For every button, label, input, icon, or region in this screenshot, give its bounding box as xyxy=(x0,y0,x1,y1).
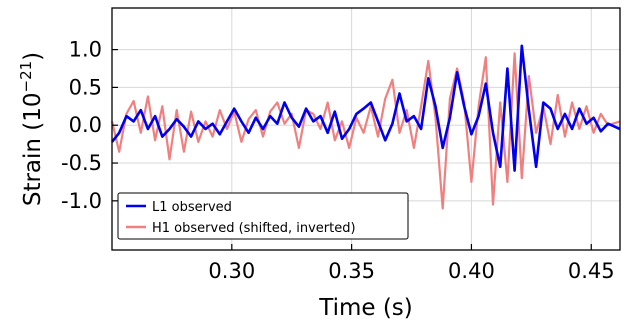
series-line-l1 xyxy=(110,44,621,172)
y-axis-label-prefix: Strain (10 xyxy=(20,92,46,206)
series-layer xyxy=(110,44,621,210)
legend-box xyxy=(117,192,409,240)
y-axis-label-suffix: ) xyxy=(20,52,46,61)
y-tick-label: -1.0 xyxy=(61,189,102,213)
plot-frame xyxy=(111,7,621,251)
legend: L1 observed H1 observed (shifted, invert… xyxy=(117,192,409,240)
x-tick-label: 0.30 xyxy=(208,259,255,283)
series-line-h1 xyxy=(110,52,621,210)
x-axis-label: Time (s) xyxy=(318,295,413,321)
y-tick-label: 1.0 xyxy=(69,38,102,62)
x-tick-label: 0.45 xyxy=(568,259,615,283)
y-tick-label: -0.5 xyxy=(61,151,102,175)
y-axis-label-exponent: −21 xyxy=(17,61,35,93)
legend-label-h1: H1 observed (shifted, inverted) xyxy=(152,221,356,236)
y-tick-label: 0.0 xyxy=(69,113,102,137)
x-tick-label: 0.35 xyxy=(328,259,375,283)
legend-label-l1: L1 observed xyxy=(152,200,232,215)
x-tick-label: 0.40 xyxy=(448,259,495,283)
y-axis-label: Strain (10−21) xyxy=(17,52,46,206)
tick-layer: 0.30 0.35 0.40 0.45 1.0 0.5 0.0 -0.5 -1.0 xyxy=(61,38,615,283)
y-tick-label: 0.5 xyxy=(69,75,102,99)
